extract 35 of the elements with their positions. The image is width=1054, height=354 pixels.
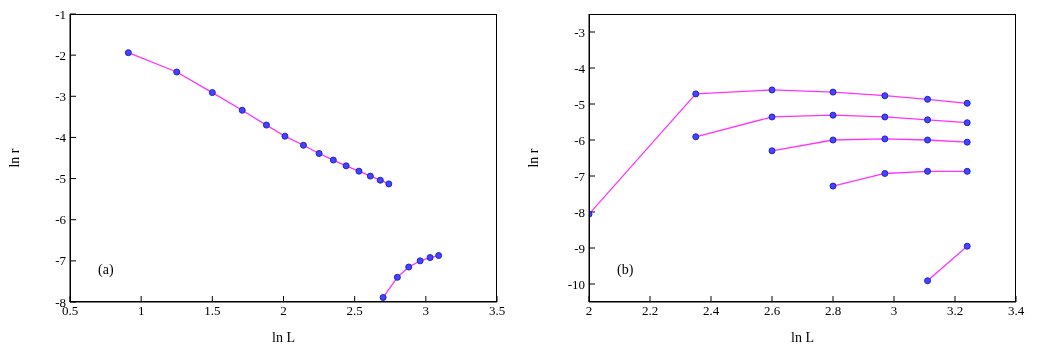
y-tick-label: -3 (574, 24, 585, 40)
y-axis-title: ln r (6, 148, 22, 168)
y-tick-label: -4 (55, 130, 67, 146)
x-tick-label: 3.2 (946, 303, 964, 319)
x-tick-label: 2 (280, 303, 287, 319)
x-tick-label: 2.4 (702, 303, 720, 319)
y-tick-label: -6 (55, 212, 67, 228)
y-tick-label: -5 (55, 171, 66, 187)
x-axis-title: ln L (791, 330, 814, 345)
x-tick-label: 2.8 (824, 303, 842, 319)
x-tick-label: 1.5 (204, 303, 221, 319)
y-tick-label: -4 (574, 60, 586, 76)
y-tick-label: -7 (55, 253, 67, 269)
x-tick-label: 3 (890, 303, 898, 319)
annotation: (a) (98, 262, 114, 278)
x-axis-title: ln L (272, 330, 295, 345)
y-tick-label: -1 (55, 6, 66, 22)
y-tick-label: -5 (574, 96, 585, 112)
y-tick-label: -2 (55, 47, 66, 63)
annotation: (b) (617, 262, 634, 278)
x-tick-label: 2.5 (346, 303, 363, 319)
x-tick-label: 3.5 (488, 303, 506, 319)
x-tick-label: 2 (585, 303, 593, 319)
y-tick-label: -3 (55, 88, 66, 104)
x-tick-label: 3.4 (1007, 303, 1025, 319)
x-tick-label: 1 (137, 303, 145, 319)
x-tick-label: 2.2 (641, 303, 659, 319)
x-tick-label: 3 (422, 303, 430, 319)
y-tick-label: -10 (567, 276, 585, 292)
x-tick-label: 2.6 (763, 303, 781, 319)
y-tick-label: -9 (574, 240, 585, 256)
y-tick-label: -8 (574, 204, 585, 220)
y-axis-title: ln r (525, 148, 541, 168)
y-tick-label: -6 (574, 132, 586, 148)
y-tick-label: -7 (574, 168, 586, 184)
